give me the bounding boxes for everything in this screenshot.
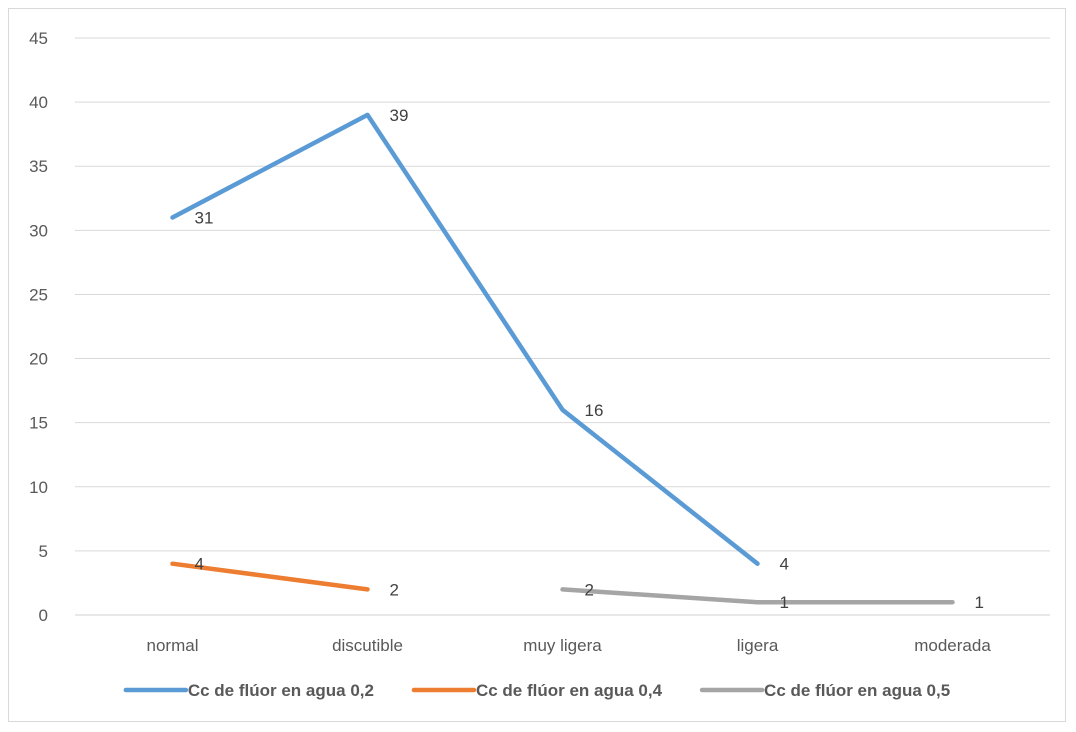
data-label: 39: [390, 106, 409, 125]
data-label: 2: [390, 580, 399, 599]
y-tick-label: 5: [39, 542, 48, 561]
series-line-3: [563, 589, 953, 602]
data-point: [756, 601, 759, 604]
data-point: [171, 562, 174, 565]
legend-item: Cc de flúor en agua 0,5: [702, 681, 950, 700]
y-tick-label: 45: [29, 29, 48, 48]
gridlines: [75, 38, 1050, 615]
data-label: 1: [780, 593, 789, 612]
legend-label: Cc de flúor en agua 0,5: [764, 681, 950, 700]
x-tick-label: normal: [147, 636, 199, 655]
legend-label: Cc de flúor en agua 0,2: [188, 681, 374, 700]
data-label: 1: [975, 593, 984, 612]
legend: Cc de flúor en agua 0,2 Cc de flúor en ag…: [126, 681, 950, 700]
y-tick-label: 25: [29, 285, 48, 304]
data-label: 4: [780, 555, 789, 574]
legend-item: Cc de flúor en agua 0,4: [414, 681, 663, 700]
y-tick-label: 0: [39, 606, 48, 625]
x-tick-label: discutible: [332, 636, 403, 655]
data-point: [561, 408, 564, 411]
x-tick-label: ligera: [737, 636, 779, 655]
x-tick-label: moderada: [914, 636, 991, 655]
y-tick-label: 35: [29, 157, 48, 176]
data-point: [366, 113, 369, 116]
x-tick-label: muy ligera: [523, 636, 602, 655]
legend-label: Cc de flúor en agua 0,4: [476, 681, 663, 700]
y-tick-label: 15: [29, 414, 48, 433]
data-point: [756, 562, 759, 565]
y-axis-ticks: 0 5 10 15 20 25 30 35 40 45: [29, 29, 48, 625]
data-point: [951, 601, 954, 604]
data-label: 4: [195, 555, 204, 574]
x-axis-ticks: normal discutible muy ligera ligera moderada: [147, 636, 992, 655]
y-tick-label: 30: [29, 221, 48, 240]
y-tick-label: 10: [29, 478, 48, 497]
y-tick-label: 20: [29, 350, 48, 369]
data-point: [171, 216, 174, 219]
y-tick-label: 40: [29, 93, 48, 112]
data-label: 2: [585, 580, 594, 599]
data-point: [561, 588, 564, 591]
legend-item: Cc de flúor en agua 0,2: [126, 681, 374, 700]
data-label: 31: [195, 209, 214, 228]
data-label: 16: [585, 401, 604, 420]
data-point: [366, 588, 369, 591]
series-line-1: [173, 115, 758, 564]
